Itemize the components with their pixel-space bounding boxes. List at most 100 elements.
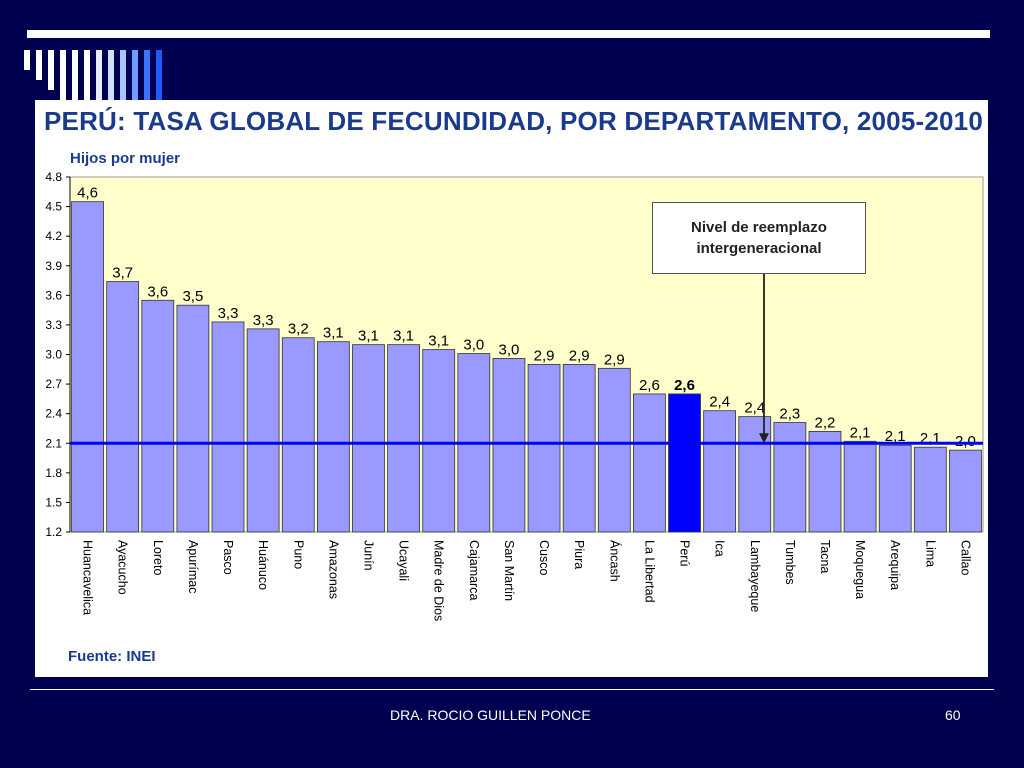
data-label: 3,5 (182, 288, 203, 305)
y-tick-label: 4.5 (45, 200, 62, 214)
data-label: 2,2 (815, 414, 836, 431)
category-label: Tumbes (783, 540, 797, 585)
bar (808, 431, 842, 533)
callout-arrow-head (759, 433, 769, 444)
data-label: 3,1 (428, 333, 449, 350)
bar (913, 446, 947, 533)
category-label: Junín (361, 540, 375, 571)
category-label: Madre de Dios (432, 540, 446, 621)
bar (597, 367, 631, 533)
y-tick-label: 3.6 (45, 288, 62, 302)
data-label: 3,3 (218, 305, 239, 322)
data-label: 3,0 (499, 341, 520, 358)
footer-author: DRA. ROCIO GUILLEN PONCE (390, 707, 591, 723)
bar (281, 337, 315, 533)
bar (773, 422, 807, 533)
bar (106, 281, 140, 533)
category-label: Áncash (607, 540, 622, 582)
category-label: San Martín (502, 540, 516, 601)
data-label: 2,9 (534, 347, 555, 364)
data-label: 3,3 (253, 312, 274, 329)
y-axis-label: Hijos por mujer (70, 150, 181, 167)
bar (562, 363, 596, 533)
bar (949, 449, 982, 533)
data-label: 2,4 (709, 394, 730, 411)
data-label: 2,9 (569, 347, 590, 364)
bar (176, 304, 210, 533)
data-label: 2,0 (955, 433, 976, 450)
chart-title: PERÚ: TASA GLOBAL DE FECUNDIDAD, POR DEP… (44, 106, 983, 136)
data-label: 2,1 (850, 424, 871, 441)
category-label: Arequipa (888, 540, 902, 590)
category-label: Moquegua (853, 540, 867, 599)
category-label: Apurímac (186, 540, 200, 594)
data-label: 3,7 (112, 265, 133, 282)
y-tick-label: 1.5 (45, 495, 62, 509)
category-label: Perú (678, 540, 692, 566)
category-label: Puno (291, 540, 305, 569)
slide-top-bar (27, 30, 990, 38)
category-label: Callao (958, 540, 972, 575)
category-label: La Libertad (642, 540, 656, 603)
category-label: Tacna (818, 540, 832, 573)
data-label: 2,1 (885, 428, 906, 445)
callout-line-1: Nivel de reemplazo (691, 219, 827, 236)
category-label: Lambayeque (748, 540, 762, 612)
bar (387, 344, 420, 533)
data-label: 2,9 (604, 351, 625, 368)
bar (843, 440, 877, 533)
bar (703, 410, 737, 533)
category-label: Piura (572, 540, 586, 569)
footer-divider (30, 689, 994, 690)
data-label: 3,1 (358, 328, 379, 345)
data-label: 3,2 (288, 321, 309, 338)
category-label: Huánuco (256, 540, 270, 590)
bar (668, 393, 701, 533)
y-tick-label: 1.2 (45, 525, 62, 539)
bar (246, 328, 280, 533)
bar (422, 349, 456, 533)
y-tick-label: 2.1 (45, 436, 62, 450)
bar (633, 393, 666, 533)
bar (211, 321, 245, 533)
data-label: 2,3 (779, 406, 800, 423)
bar (352, 344, 385, 533)
y-tick-label: 3.9 (45, 259, 62, 273)
category-label: Ayacucho (116, 540, 130, 595)
category-label: Ucayali (397, 540, 411, 581)
data-label: 3,6 (147, 283, 168, 300)
slide-decorative-stripes (24, 50, 174, 102)
data-label: 2,4 (744, 400, 765, 417)
callout-line-2: intergeneracional (696, 240, 822, 257)
y-tick-label: 2.4 (45, 407, 62, 421)
source-note: Fuente: INEI (68, 648, 156, 665)
y-tick-label: 3.0 (45, 348, 62, 362)
category-label: Loreto (151, 540, 165, 575)
data-label: 3,1 (393, 328, 414, 345)
data-label: 3,0 (463, 337, 484, 354)
bar (316, 341, 350, 533)
category-label: Ica (713, 540, 727, 557)
y-tick-label: 4.8 (45, 170, 62, 184)
y-tick-label: 2.7 (45, 377, 62, 391)
y-tick-label: 1.8 (45, 466, 62, 480)
bar (878, 444, 912, 533)
category-label: Cajamarca (467, 540, 481, 600)
bar (141, 299, 175, 533)
page-number: 60 (945, 707, 961, 723)
bar (527, 363, 561, 533)
replacement-level-callout: Nivel de reemplazo intergeneracional (652, 202, 866, 274)
bar (492, 358, 526, 533)
category-label: Pasco (221, 540, 235, 575)
data-label: 3,1 (323, 325, 344, 342)
category-label: Cusco (537, 540, 551, 575)
y-tick-label: 3.3 (45, 318, 62, 332)
data-label: 2,6 (674, 377, 695, 394)
category-label: Amazonas (326, 540, 340, 599)
category-label: Huancavelica (81, 540, 95, 615)
category-label: Lima (923, 540, 937, 567)
data-label: 4,6 (77, 185, 98, 202)
y-tick-label: 4.2 (45, 229, 62, 243)
bar (71, 201, 104, 533)
